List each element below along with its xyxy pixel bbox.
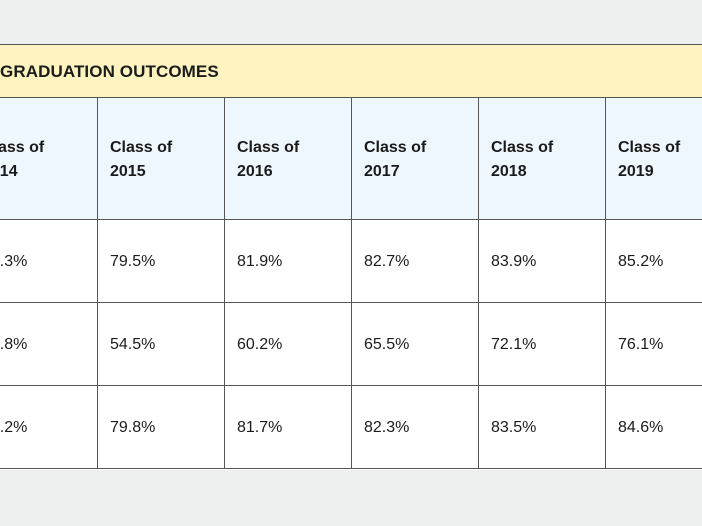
table-title: GRADUATION OUTCOMES <box>0 62 219 81</box>
cell-value: 81.7% <box>237 419 283 436</box>
column-header: Class of 2016 <box>225 98 352 220</box>
cell-value: 65.5% <box>364 336 410 353</box>
cell-value: 83.9% <box>491 253 537 270</box>
cell-value: 85.2% <box>618 253 664 270</box>
cell-value: 82.3% <box>364 419 410 436</box>
table-cell: 79.2% <box>0 386 98 469</box>
column-header-line1: Class of <box>364 139 427 156</box>
column-header: Class of 2019 <box>606 98 702 220</box>
column-header-line2: 2016 <box>237 163 273 180</box>
table-cell: 65.5% <box>352 303 479 386</box>
graduation-outcomes-table: GRADUATION OUTCOMES Class of 2014 Class o… <box>0 44 702 470</box>
column-header-line2: 2017 <box>364 163 400 180</box>
column-header: Class of 2015 <box>98 98 225 220</box>
table-cell: 79.8% <box>98 386 225 469</box>
column-header-line2: 2019 <box>618 163 654 180</box>
column-header-line1: Class of <box>618 139 681 156</box>
header-row: Class of 2014 Class of 2015 Class of 2016 C… <box>0 98 702 220</box>
cell-value: 79.8% <box>110 419 156 436</box>
table-row: 77.3% 79.5% 81.9% 82.7% 83.9% 85.2% <box>0 220 702 303</box>
table-cell: 81.7% <box>225 386 352 469</box>
table-cell: 52.8% <box>0 303 98 386</box>
table-cell: 85.2% <box>606 220 702 303</box>
column-header-line1: Class of <box>0 139 45 156</box>
column-header: Class of 2018 <box>479 98 606 220</box>
column-header: Class of 2017 <box>352 98 479 220</box>
cell-value: 72.1% <box>491 336 537 353</box>
cell-value: 83.5% <box>491 419 537 436</box>
cell-value: 84.6% <box>618 419 664 436</box>
table-cell: 77.3% <box>0 220 98 303</box>
table-title-bar: GRADUATION OUTCOMES <box>0 44 702 98</box>
column-header: Class of 2014 <box>0 98 98 220</box>
cell-value: 81.9% <box>237 253 283 270</box>
column-header-line2: 2018 <box>491 163 527 180</box>
column-header-line1: Class of <box>110 139 173 156</box>
table-cell: 84.6% <box>606 386 702 469</box>
cell-value: 76.1% <box>618 336 664 353</box>
table-cell: 83.5% <box>479 386 606 469</box>
table-row: 79.2% 79.8% 81.7% 82.3% 83.5% 84.6% <box>0 386 702 469</box>
column-header-line2: 2014 <box>0 163 18 180</box>
table-cell: 82.7% <box>352 220 479 303</box>
cell-value: 77.3% <box>0 253 28 270</box>
cell-value: 52.8% <box>0 336 28 353</box>
table-cell: 82.3% <box>352 386 479 469</box>
table-row: 52.8% 54.5% 60.2% 65.5% 72.1% 76.1% <box>0 303 702 386</box>
table-cell: 76.1% <box>606 303 702 386</box>
cell-value: 82.7% <box>364 253 410 270</box>
table-cell: 81.9% <box>225 220 352 303</box>
cell-value: 54.5% <box>110 336 156 353</box>
table-cell: 72.1% <box>479 303 606 386</box>
column-header-line2: 2015 <box>110 163 146 180</box>
table-cell: 79.5% <box>98 220 225 303</box>
column-header-line1: Class of <box>237 139 300 156</box>
table-cell: 83.9% <box>479 220 606 303</box>
column-header-line1: Class of <box>491 139 554 156</box>
table-cell: 54.5% <box>98 303 225 386</box>
table-cell: 60.2% <box>225 303 352 386</box>
cell-value: 60.2% <box>237 336 283 353</box>
cell-value: 79.5% <box>110 253 156 270</box>
cell-value: 79.2% <box>0 419 28 436</box>
